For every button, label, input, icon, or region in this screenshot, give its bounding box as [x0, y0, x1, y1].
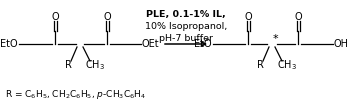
Text: EtO: EtO [194, 39, 212, 49]
Text: EtO: EtO [0, 39, 18, 49]
Text: CH$_3$: CH$_3$ [277, 58, 297, 72]
Text: *: * [272, 34, 278, 44]
Text: CH$_3$: CH$_3$ [85, 58, 105, 72]
Text: O: O [244, 12, 252, 22]
Text: PLE, 0.1-1% IL,: PLE, 0.1-1% IL, [146, 10, 226, 19]
Text: O: O [294, 12, 302, 22]
Text: R: R [64, 60, 72, 70]
Text: O: O [51, 12, 59, 22]
Text: 10% Isopropanol,: 10% Isopropanol, [145, 22, 227, 31]
Text: OEt: OEt [142, 39, 160, 49]
Text: pH-7 buffer: pH-7 buffer [159, 34, 213, 43]
Text: R: R [257, 60, 263, 70]
Text: O: O [103, 12, 111, 22]
Text: OH: OH [334, 39, 349, 49]
Text: R = C$_6$H$_5$, CH$_2$C$_6$H$_5$, $p$-CH$_3$C$_6$H$_4$: R = C$_6$H$_5$, CH$_2$C$_6$H$_5$, $p$-CH… [5, 88, 146, 100]
